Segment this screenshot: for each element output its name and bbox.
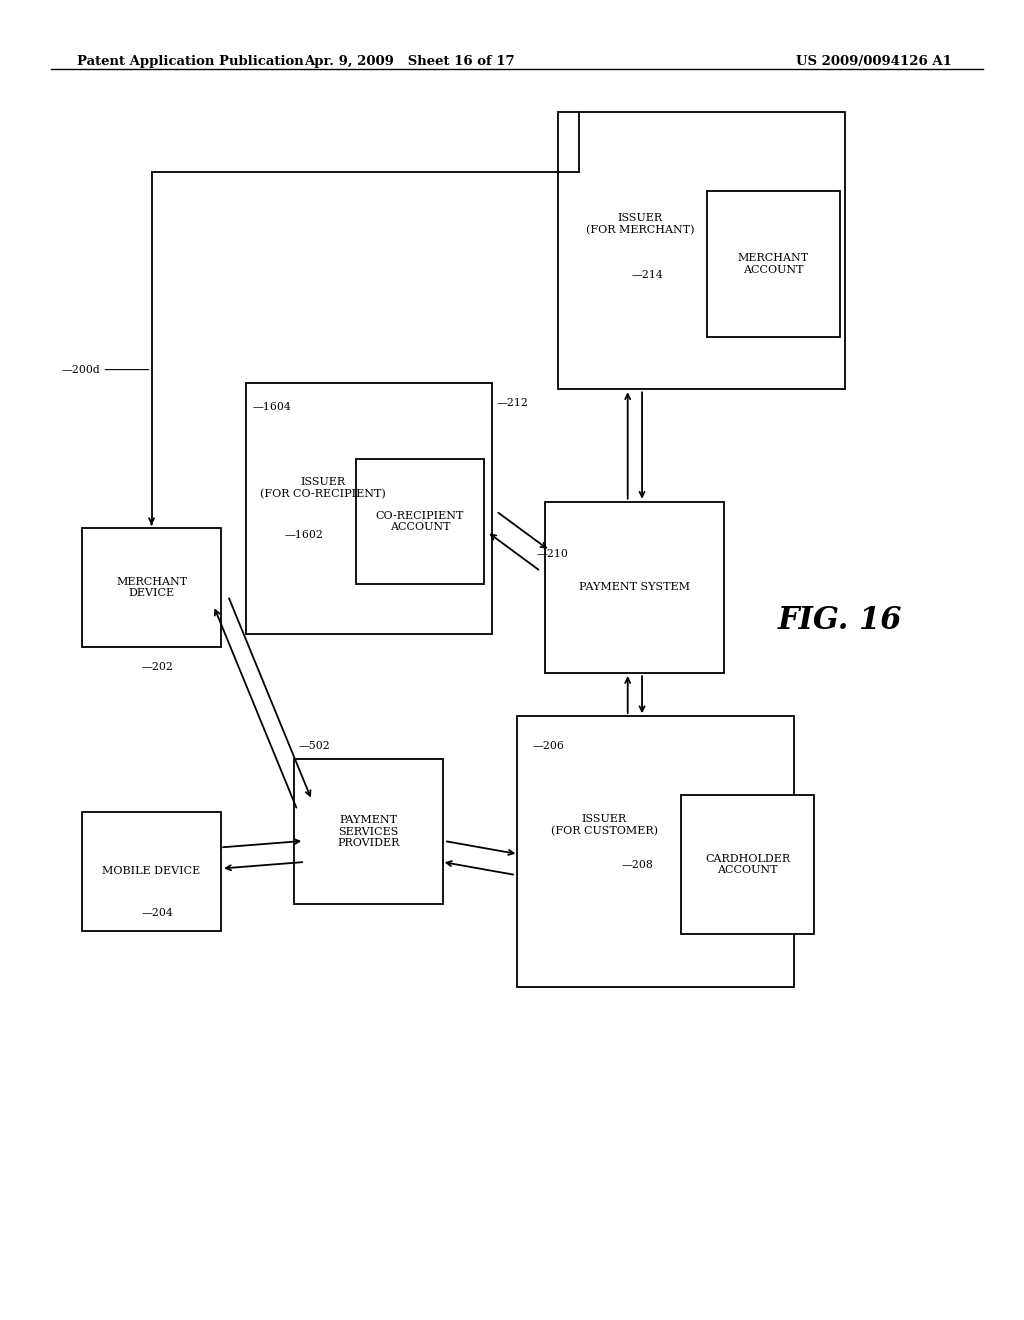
Bar — [82, 812, 221, 931]
Text: Patent Application Publication: Patent Application Publication — [77, 55, 303, 69]
Bar — [545, 502, 725, 673]
Bar — [681, 795, 814, 935]
Text: Apr. 9, 2009   Sheet 16 of 17: Apr. 9, 2009 Sheet 16 of 17 — [304, 55, 515, 69]
Text: PAYMENT
SERVICES
PROVIDER: PAYMENT SERVICES PROVIDER — [338, 814, 399, 849]
Text: MOBILE DEVICE: MOBILE DEVICE — [102, 866, 201, 876]
Bar — [707, 191, 840, 337]
Text: ISSUER
(FOR CO-RECIPIENT): ISSUER (FOR CO-RECIPIENT) — [260, 478, 385, 499]
Text: MERCHANT
ACCOUNT: MERCHANT ACCOUNT — [737, 253, 809, 275]
Text: US 2009/0094126 A1: US 2009/0094126 A1 — [797, 55, 952, 69]
Text: —210: —210 — [537, 549, 568, 560]
Text: —212: —212 — [497, 397, 528, 408]
Text: CARDHOLDER
ACCOUNT: CARDHOLDER ACCOUNT — [705, 854, 791, 875]
Text: —202: —202 — [141, 661, 173, 672]
Bar — [517, 715, 794, 987]
Bar — [356, 459, 483, 583]
Text: CO-RECIPIENT
ACCOUNT: CO-RECIPIENT ACCOUNT — [376, 511, 464, 532]
Text: PAYMENT SYSTEM: PAYMENT SYSTEM — [580, 582, 690, 593]
Text: ISSUER
(FOR MERCHANT): ISSUER (FOR MERCHANT) — [586, 214, 694, 235]
Text: —1604: —1604 — [253, 401, 292, 412]
Text: —204: —204 — [141, 908, 173, 919]
Bar — [295, 759, 442, 904]
Text: MERCHANT
DEVICE: MERCHANT DEVICE — [116, 577, 187, 598]
Text: —1602: —1602 — [285, 529, 324, 540]
Text: —502: —502 — [299, 741, 331, 751]
Bar — [246, 383, 492, 634]
Bar — [558, 112, 845, 389]
Text: —200d: —200d — [61, 364, 100, 375]
Text: FIG. 16: FIG. 16 — [777, 605, 902, 636]
Text: ISSUER
(FOR CUSTOMER): ISSUER (FOR CUSTOMER) — [551, 814, 657, 836]
Bar — [82, 528, 221, 647]
Text: —208: —208 — [622, 859, 653, 870]
Text: —214: —214 — [632, 269, 664, 280]
Text: —206: —206 — [532, 741, 564, 751]
